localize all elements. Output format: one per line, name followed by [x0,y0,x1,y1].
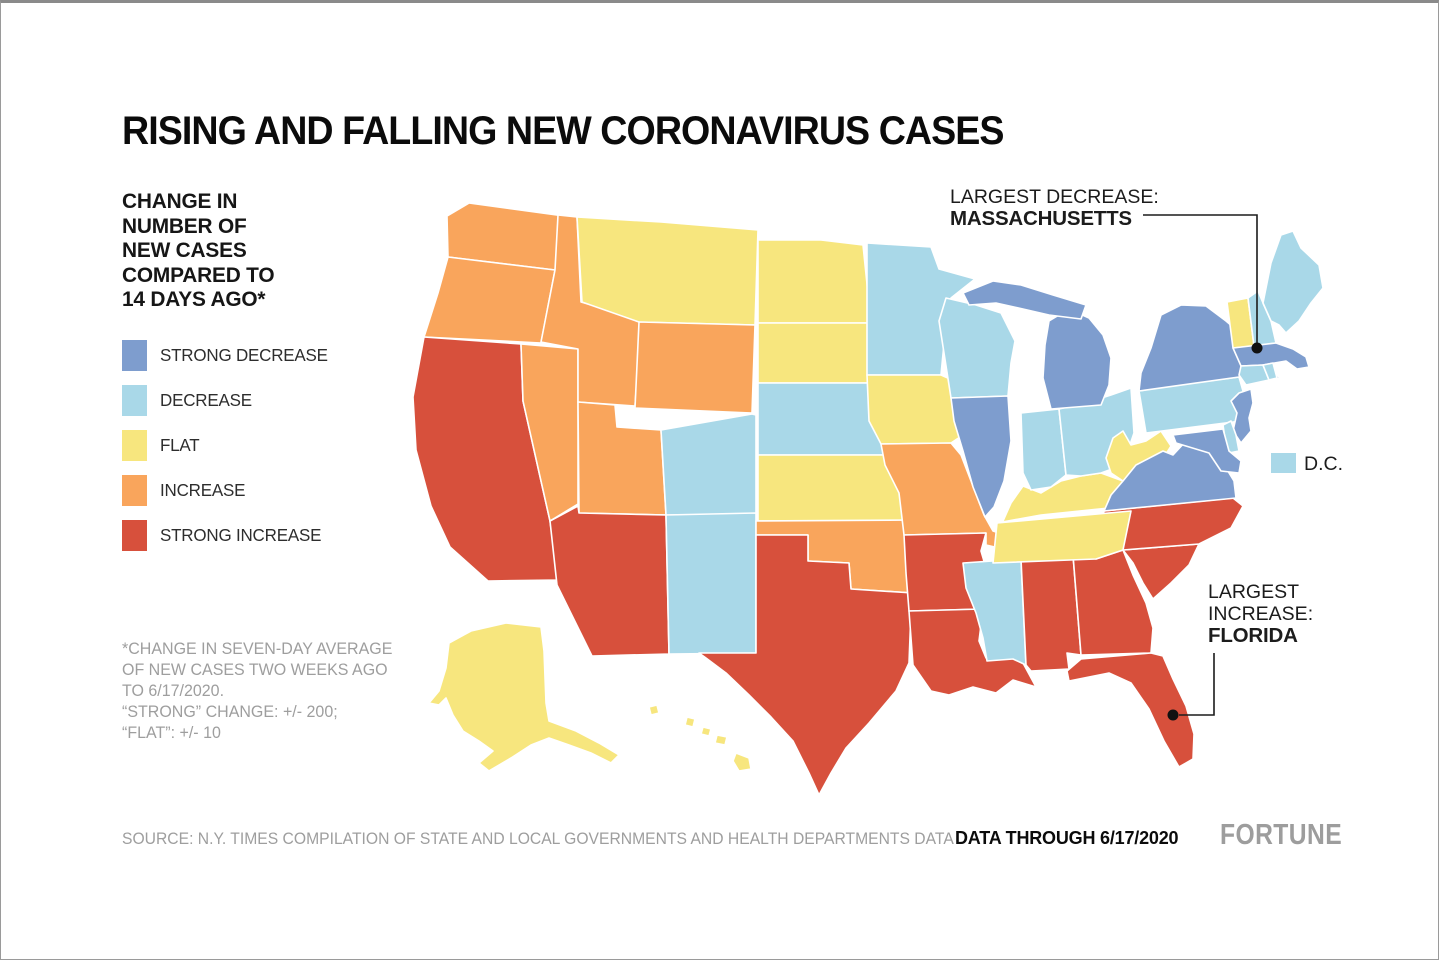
massachusetts-callout-line [1143,214,1258,343]
us-choropleth-map [412,202,1324,796]
legend-item-strong-increase: STRONG INCREASE [122,520,333,551]
legend-label: STRONG DECREASE [160,345,328,365]
massachusetts-callout [1143,214,1263,354]
state-AL [1020,554,1082,672]
dc-label: D.C. [1304,453,1343,475]
state-SC [1122,543,1200,600]
strong-increase-swatch [122,520,147,551]
chart-title: RISING AND FALLING NEW CORONAVIRUS CASES [122,109,1004,153]
flat-swatch [122,430,147,461]
state-TN [992,510,1132,564]
largest-increase-label: LARGEST INCREASE: [1208,581,1314,625]
state-NM [665,512,757,655]
state-AZ [549,505,670,657]
state-FL [1066,652,1195,768]
legend-label: FLAT [160,435,200,455]
legend-item-decrease: DECREASE [122,385,333,416]
state-MD [1172,428,1242,474]
legend: STRONG DECREASE DECREASE FLAT INCREASE S… [122,340,333,565]
state-AK [428,622,620,772]
legend-heading: CHANGE IN NUMBER OF NEW CASES COMPARED T… [122,189,275,311]
florida-callout-dot [1167,709,1179,721]
legend-label: STRONG INCREASE [160,525,322,545]
state-KS [757,454,907,522]
legend-item-strong-decrease: STRONG DECREASE [122,340,333,371]
state-OR [423,256,556,344]
state-HI [732,752,752,772]
largest-decrease-annotation: LARGEST DECREASE: MASSACHUSETTS [950,186,1159,230]
state-KY [996,472,1137,524]
state-HI [714,734,728,746]
fortune-logo: FORTUNE [1220,819,1343,851]
state-GA [1072,549,1154,656]
state-LA [908,608,1037,696]
state-UT [577,401,667,516]
state-NV [520,343,579,522]
state-WY [634,321,756,414]
footnote: *CHANGE IN SEVEN-DAY AVERAGE OF NEW CASE… [122,640,393,742]
largest-increase-state: FLORIDA [1208,624,1298,647]
legend-label: INCREASE [160,480,246,500]
state-TX [698,534,914,796]
data-through-label: DATA THROUGH 6/17/2020 [955,828,1179,848]
state-MI [962,280,1087,320]
state-CO [660,413,757,516]
state-IL [950,395,1012,518]
source-credit: SOURCE: N.Y. TIMES COMPILATION OF STATE … [122,830,954,848]
legend-item-flat: FLAT [122,430,333,461]
florida-callout [1167,653,1215,721]
state-ND [757,239,872,324]
state-RI [1262,362,1278,381]
florida-callout-line [1179,653,1215,716]
state-HI [648,704,660,716]
state-NJ [1230,388,1254,444]
state-MT [576,216,759,326]
largest-decrease-state: MASSACHUSETTS [950,207,1132,230]
legend-item-increase: INCREASE [122,475,333,506]
state-ME [1262,230,1324,334]
state-MI [1042,308,1112,410]
dc-swatch [1271,453,1296,473]
largest-increase-annotation: LARGEST INCREASE: FLORIDA [1208,581,1313,647]
state-CT [1238,364,1270,386]
state-SD [757,322,880,384]
state-HI [684,716,696,728]
state-WI [938,297,1016,399]
decrease-swatch [122,385,147,416]
state-HI [700,726,712,737]
state-IN [1020,408,1067,491]
strong-decrease-swatch [122,340,147,371]
largest-decrease-label: LARGEST DECREASE: [950,186,1159,208]
legend-label: DECREASE [160,390,252,410]
massachusetts-callout-dot [1251,342,1263,354]
increase-swatch [122,475,147,506]
